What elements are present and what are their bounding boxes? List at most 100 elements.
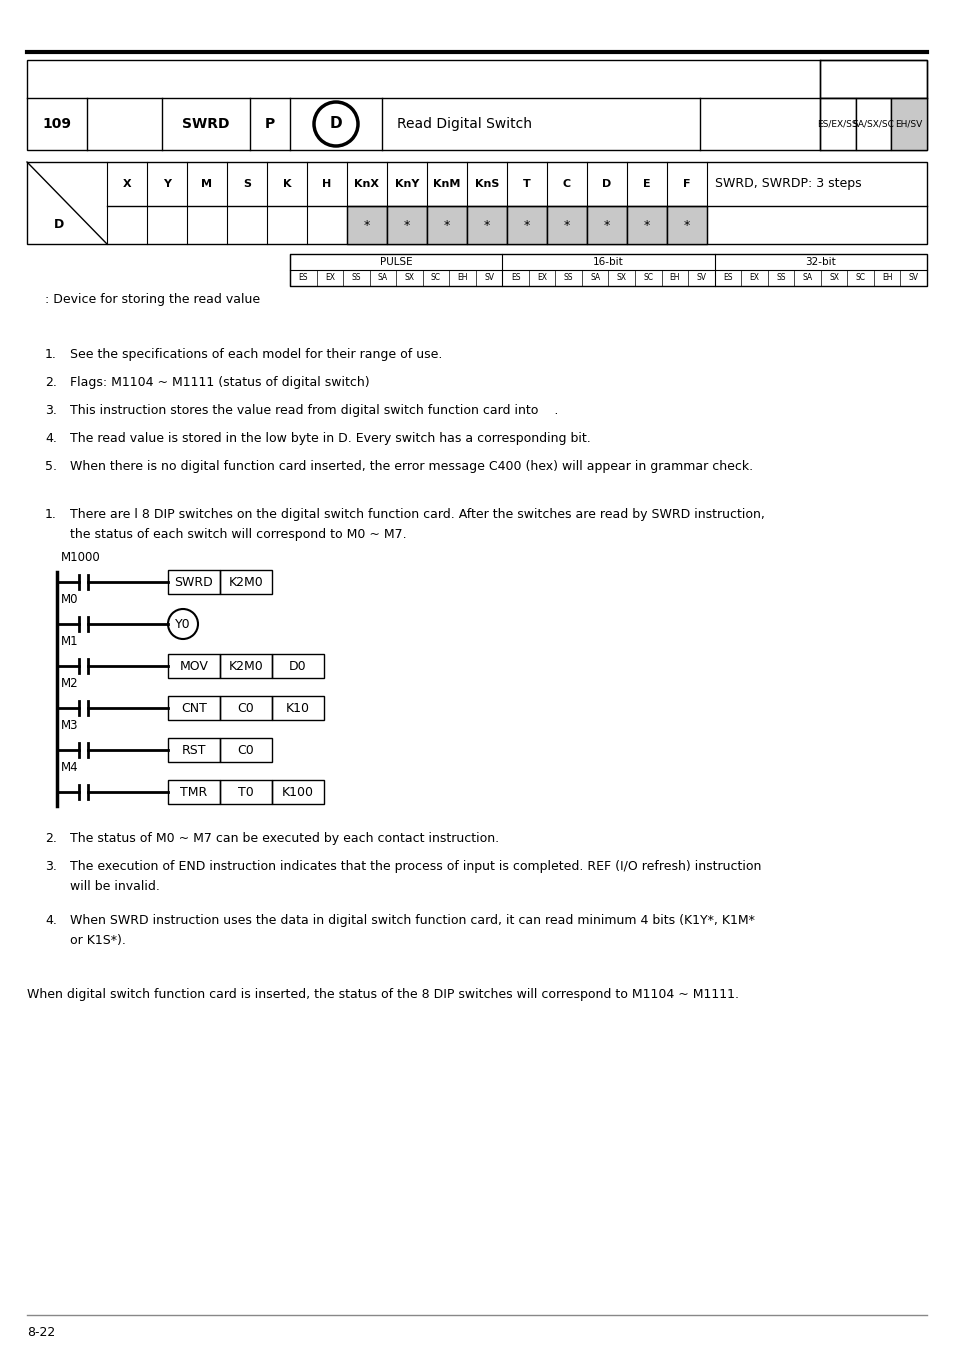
Text: SC: SC <box>855 274 864 282</box>
Bar <box>27 162 926 244</box>
Text: or K1S*).: or K1S*). <box>70 934 126 946</box>
Text: T: T <box>522 180 530 189</box>
Text: ES/EX/SS: ES/EX/SS <box>817 120 858 128</box>
Text: 4.: 4. <box>45 914 57 927</box>
Text: MOV: MOV <box>179 660 208 672</box>
Text: EH: EH <box>669 274 679 282</box>
Bar <box>272 780 324 805</box>
Bar <box>168 738 220 761</box>
Bar <box>820 99 855 150</box>
Text: ES: ES <box>298 274 308 282</box>
Text: When digital switch function card is inserted, the status of the 8 DIP switches : When digital switch function card is ins… <box>27 988 739 1000</box>
Text: SC: SC <box>431 274 440 282</box>
Text: 1.: 1. <box>45 348 57 360</box>
Bar <box>220 738 272 761</box>
Text: *: * <box>363 219 370 231</box>
Text: D: D <box>601 180 611 189</box>
Text: D0: D0 <box>289 660 307 672</box>
Text: When SWRD instruction uses the data in digital switch function card, it can read: When SWRD instruction uses the data in d… <box>70 914 754 927</box>
Text: SS: SS <box>776 274 785 282</box>
Text: M0: M0 <box>61 593 78 606</box>
Text: SA: SA <box>590 274 599 282</box>
Text: See the specifications of each model for their range of use.: See the specifications of each model for… <box>70 348 442 360</box>
Text: EX: EX <box>537 274 547 282</box>
Text: There are l 8 DIP switches on the digital switch function card. After the switch: There are l 8 DIP switches on the digita… <box>70 508 764 521</box>
Bar <box>347 207 387 244</box>
Bar <box>272 697 324 720</box>
Text: *: * <box>403 219 410 231</box>
Text: SWRD, SWRDP: 3 steps: SWRD, SWRDP: 3 steps <box>714 177 861 190</box>
Text: This instruction stores the value read from digital switch function card into   : This instruction stores the value read f… <box>70 404 558 417</box>
Text: E: E <box>642 180 650 189</box>
Bar <box>467 207 506 244</box>
Text: will be invalid.: will be invalid. <box>70 880 160 892</box>
Text: K: K <box>282 180 291 189</box>
Text: The execution of END instruction indicates that the process of input is complete: The execution of END instruction indicat… <box>70 860 760 873</box>
Text: SX: SX <box>617 274 626 282</box>
Text: ES: ES <box>722 274 732 282</box>
Bar <box>168 653 220 678</box>
Text: When there is no digital function card inserted, the error message C400 (hex) wi: When there is no digital function card i… <box>70 460 752 472</box>
Text: SA: SA <box>377 274 388 282</box>
Bar <box>220 570 272 594</box>
Text: CNT: CNT <box>181 702 207 714</box>
Text: EH: EH <box>456 274 467 282</box>
Text: 5.: 5. <box>45 460 57 472</box>
Text: K2M0: K2M0 <box>229 575 263 589</box>
Bar <box>168 780 220 805</box>
Text: Y: Y <box>163 180 171 189</box>
Text: C: C <box>562 180 571 189</box>
Text: M1000: M1000 <box>61 551 101 564</box>
Text: 32-bit: 32-bit <box>804 256 836 267</box>
Text: SWRD: SWRD <box>182 117 230 131</box>
Text: 1.: 1. <box>45 508 57 521</box>
Text: *: * <box>643 219 649 231</box>
Text: M4: M4 <box>61 761 78 774</box>
Text: F: F <box>682 180 690 189</box>
Text: EH: EH <box>881 274 891 282</box>
Text: Read Digital Switch: Read Digital Switch <box>396 117 532 131</box>
Text: M1: M1 <box>61 634 78 648</box>
Text: KnS: KnS <box>475 180 498 189</box>
Text: S: S <box>243 180 251 189</box>
Text: 3.: 3. <box>45 860 57 873</box>
Text: K10: K10 <box>286 702 310 714</box>
Text: SV: SV <box>483 274 494 282</box>
Bar <box>220 780 272 805</box>
Bar <box>168 697 220 720</box>
Text: K100: K100 <box>282 786 314 798</box>
Text: *: * <box>443 219 450 231</box>
Text: M: M <box>201 180 213 189</box>
Text: *: * <box>683 219 689 231</box>
Text: 2.: 2. <box>45 377 57 389</box>
Text: 3.: 3. <box>45 404 57 417</box>
Text: D: D <box>330 116 342 131</box>
Text: : Device for storing the read value: : Device for storing the read value <box>45 293 260 306</box>
Text: C0: C0 <box>237 702 254 714</box>
Text: M3: M3 <box>61 720 78 732</box>
Text: SX: SX <box>828 274 839 282</box>
Bar <box>220 653 272 678</box>
Text: SS: SS <box>352 274 361 282</box>
Text: K2M0: K2M0 <box>229 660 263 672</box>
Bar <box>890 99 926 150</box>
Text: RST: RST <box>182 744 206 756</box>
Text: SS: SS <box>563 274 573 282</box>
Bar <box>626 207 666 244</box>
Bar <box>427 207 467 244</box>
Text: *: * <box>563 219 570 231</box>
Bar <box>168 570 220 594</box>
Bar <box>27 59 926 150</box>
Text: H: H <box>322 180 332 189</box>
Text: TMR: TMR <box>180 786 208 798</box>
Bar <box>666 207 706 244</box>
Text: X: X <box>123 180 132 189</box>
Text: EH/SV: EH/SV <box>895 120 922 128</box>
Text: SA/SX/SC: SA/SX/SC <box>852 120 894 128</box>
Text: *: * <box>603 219 610 231</box>
Bar <box>506 207 546 244</box>
Text: Y0: Y0 <box>175 617 191 630</box>
Text: KnX: KnX <box>355 180 379 189</box>
Text: EX: EX <box>749 274 759 282</box>
Text: The read value is stored in the low byte in D. Every switch has a corresponding : The read value is stored in the low byte… <box>70 432 590 446</box>
